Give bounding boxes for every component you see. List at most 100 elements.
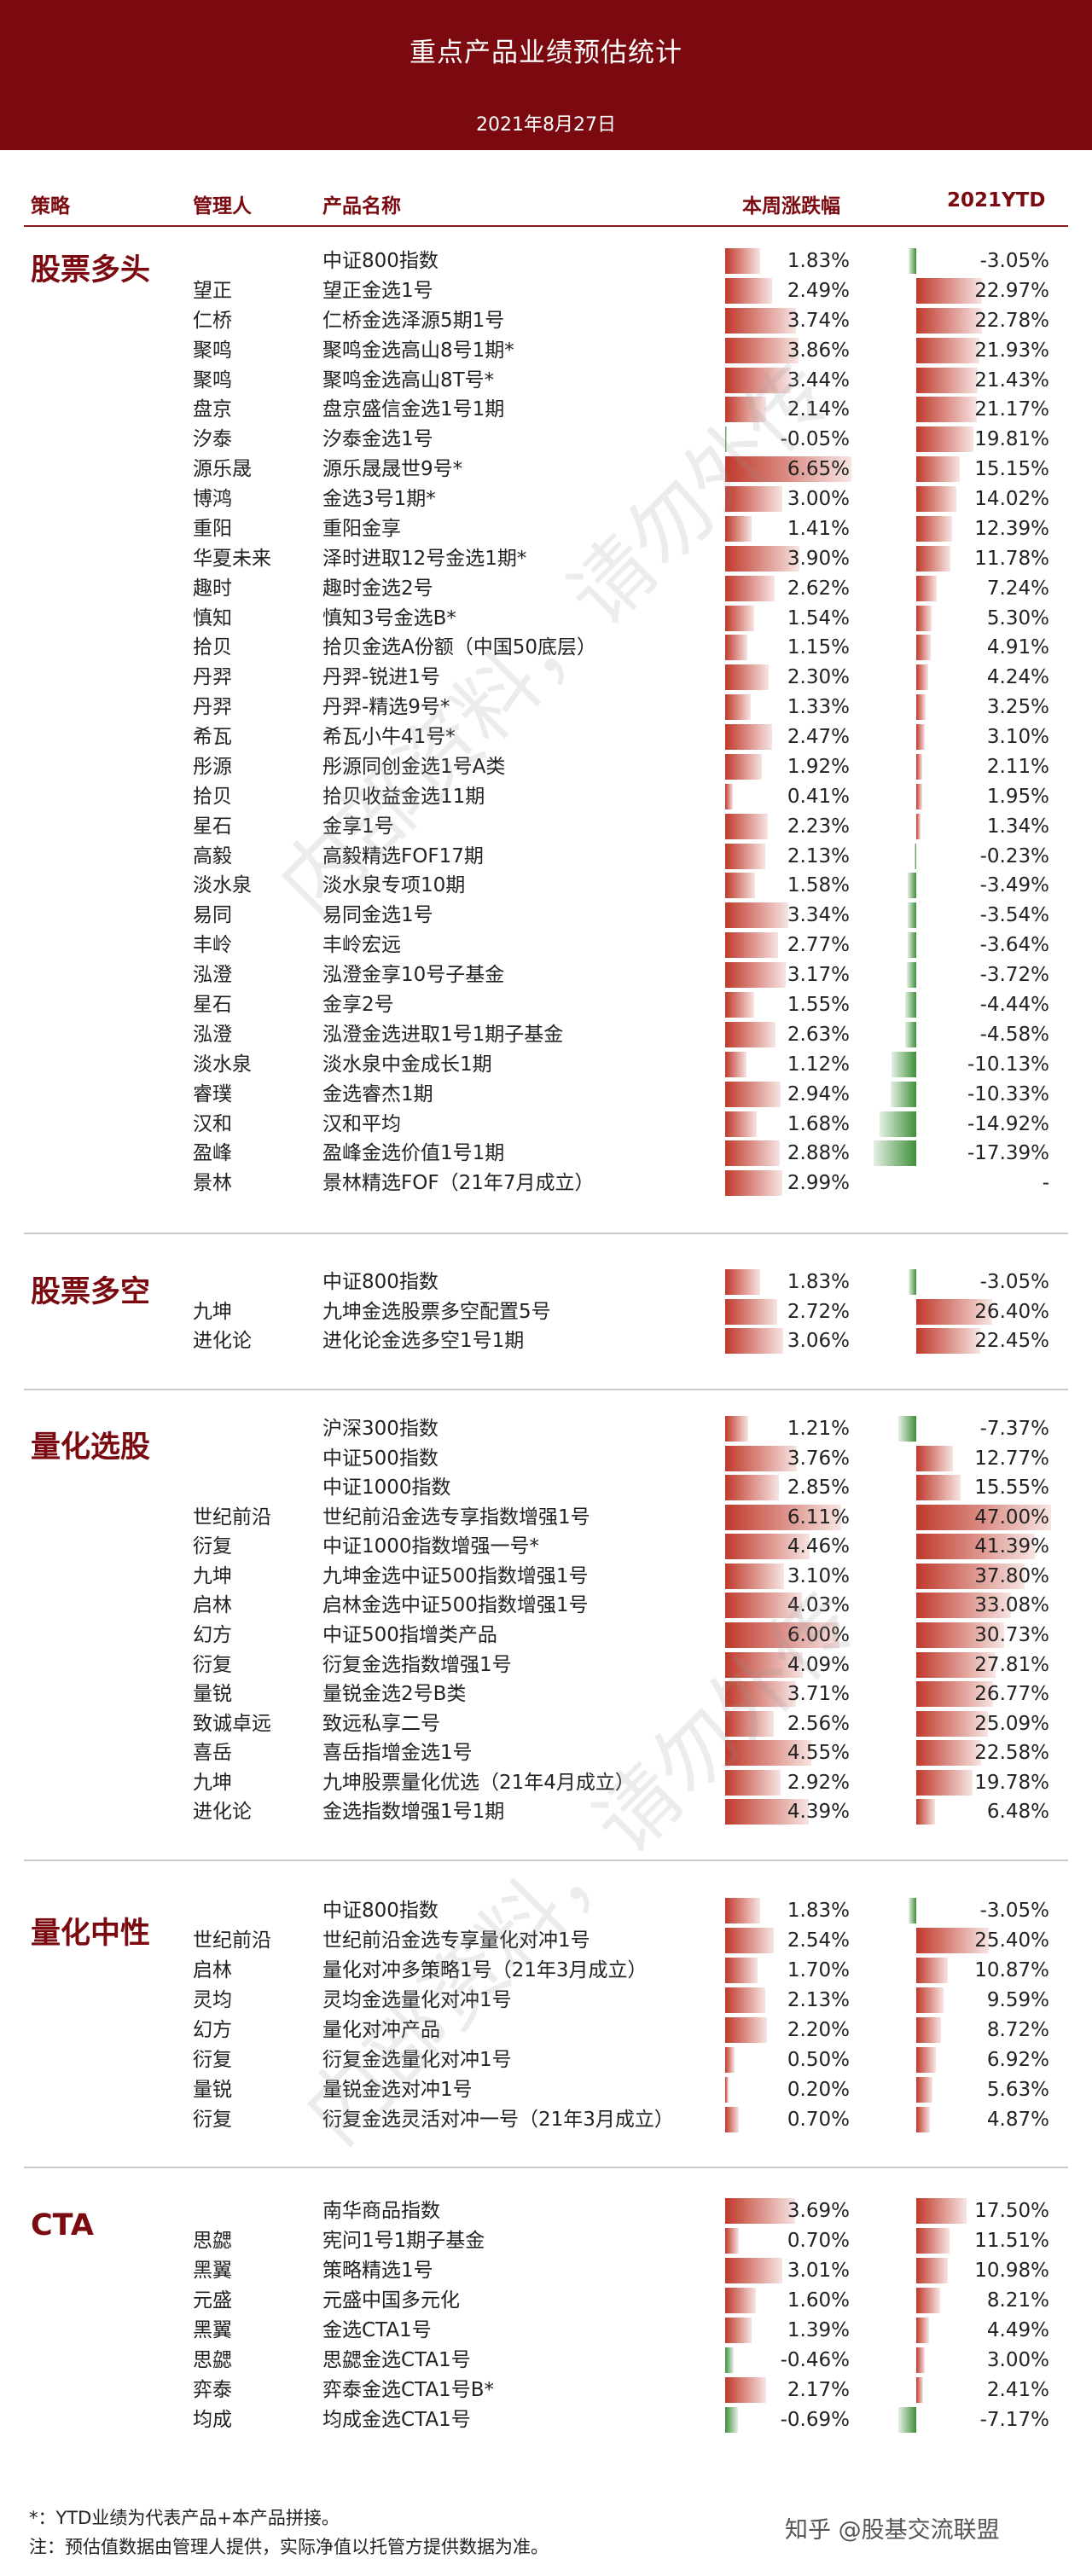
ytd-return-value: 12.77% bbox=[974, 1448, 1049, 1470]
header-rule bbox=[24, 225, 1068, 227]
ytd-return-value: -4.44% bbox=[979, 994, 1049, 1016]
weekly-return-cell: 2.77% bbox=[725, 931, 851, 960]
product-name-cell: 宪问1号1期子基金 bbox=[322, 2230, 485, 2252]
table-row: 衍复 衍复金选指数增强1号 4.09% 27.81% bbox=[0, 1651, 1092, 1680]
ytd-return-cell: 4.91% bbox=[902, 633, 1051, 662]
ytd-return-value: 8.21% bbox=[986, 2289, 1049, 2312]
weekly-return-bar bbox=[725, 1593, 802, 1618]
table-row: 丹羿 丹羿-精选9号* 1.33% 3.25% bbox=[0, 693, 1092, 722]
ytd-return-bar bbox=[916, 576, 937, 601]
ytd-return-value: 3.25% bbox=[986, 696, 1049, 718]
product-name-cell: 思勰金选CTA1号 bbox=[322, 2349, 471, 2371]
ytd-return-value: 26.77% bbox=[974, 1683, 1049, 1705]
weekly-return-cell: 1.41% bbox=[725, 514, 851, 543]
weekly-return-value: 2.62% bbox=[787, 577, 850, 600]
weekly-return-value: 1.68% bbox=[787, 1113, 850, 1135]
ytd-return-bar bbox=[916, 1652, 996, 1678]
manager-cell: 泓澄 bbox=[193, 1024, 232, 1046]
ytd-return-value: 4.87% bbox=[986, 2109, 1049, 2131]
product-name-cell: 拾贝金选A份额（中国50底层） bbox=[322, 636, 597, 659]
ytd-return-cell: 4.87% bbox=[902, 2105, 1051, 2134]
weekly-return-bar bbox=[725, 932, 778, 958]
table-row: 泓澄 泓澄金享10号子基金 3.17% -3.72% bbox=[0, 960, 1092, 989]
weekly-return-cell: 4.03% bbox=[725, 1591, 851, 1620]
weekly-return-bar bbox=[725, 1681, 796, 1707]
ytd-return-value: 2.11% bbox=[986, 756, 1049, 778]
ytd-return-bar bbox=[916, 1622, 1004, 1648]
manager-cell: 致诚卓远 bbox=[193, 1713, 271, 1735]
ytd-return-cell: 30.73% bbox=[902, 1621, 1051, 1650]
ytd-return-bar bbox=[916, 1299, 992, 1325]
table-row: 弈泰 弈泰金选CTA1号B* 2.17% 2.41% bbox=[0, 2376, 1092, 2405]
ytd-return-value: 3.10% bbox=[986, 726, 1049, 748]
table-row: 沪深300指数 1.21% -7.37% bbox=[0, 1414, 1092, 1443]
source-credit: 知乎 @股基交流联盟 bbox=[785, 2517, 1000, 2544]
product-name-cell: 世纪前沿金选专享指数增强1号 bbox=[322, 1506, 590, 1529]
weekly-return-value: 3.69% bbox=[787, 2200, 850, 2222]
manager-cell: 泓澄 bbox=[193, 964, 232, 986]
weekly-return-bar bbox=[725, 1928, 774, 1953]
ytd-return-cell: 2.41% bbox=[902, 2376, 1051, 2405]
product-name-cell: 均成金选CTA1号 bbox=[322, 2409, 471, 2431]
ytd-return-bar bbox=[916, 278, 982, 304]
ytd-return-value: 33.08% bbox=[974, 1594, 1049, 1616]
weekly-return-bar bbox=[725, 992, 754, 1018]
table-row: 黑翼 策略精选1号 3.01% 10.98% bbox=[0, 2256, 1092, 2285]
ytd-return-bar bbox=[916, 1928, 989, 1953]
weekly-return-bar bbox=[725, 814, 768, 839]
product-name-cell: 源乐晟晟世9号* bbox=[322, 458, 463, 480]
ytd-return-cell: 1.34% bbox=[902, 812, 1051, 841]
ytd-return-bar bbox=[880, 1111, 916, 1137]
table-row: 中证800指数 1.83% -3.05% bbox=[0, 1268, 1092, 1297]
weekly-return-bar bbox=[725, 278, 772, 304]
weekly-return-cell: 2.72% bbox=[725, 1297, 851, 1326]
weekly-return-value: 3.34% bbox=[787, 904, 850, 926]
table-row: 九坤 九坤股票量化优选（21年4月成立） 2.92% 19.78% bbox=[0, 1768, 1092, 1797]
table-row: 星石 金享1号 2.23% 1.34% bbox=[0, 812, 1092, 841]
ytd-return-value: 5.63% bbox=[986, 2079, 1049, 2101]
weekly-return-bar bbox=[725, 516, 752, 542]
ytd-return-cell: 14.02% bbox=[902, 484, 1051, 513]
manager-cell: 拾贝 bbox=[193, 636, 232, 659]
weekly-return-bar bbox=[725, 576, 775, 601]
product-name-cell: 进化论金选多空1号1期 bbox=[322, 1330, 525, 1352]
ytd-return-value: -3.64% bbox=[979, 934, 1049, 956]
ytd-return-value: -10.33% bbox=[967, 1083, 1049, 1105]
weekly-return-value: 2.72% bbox=[787, 1301, 850, 1323]
weekly-return-value: 2.47% bbox=[787, 726, 850, 748]
ytd-return-cell: 10.87% bbox=[902, 1956, 1051, 1985]
product-name-cell: 高毅精选FOF17期 bbox=[322, 845, 484, 867]
manager-cell: 汐泰 bbox=[193, 428, 232, 450]
table-row: 中证800指数 1.83% -3.05% bbox=[0, 1896, 1092, 1925]
table-row: 量锐 量锐金选对冲1号 0.20% 5.63% bbox=[0, 2075, 1092, 2104]
table-row: 华夏未来 泽时进取12号金选1期* 3.90% 11.78% bbox=[0, 544, 1092, 573]
product-name-cell: 元盛中国多元化 bbox=[322, 2289, 460, 2312]
ytd-return-bar bbox=[874, 1140, 916, 1166]
manager-cell: 衍复 bbox=[193, 1654, 232, 1676]
manager-cell: 彤源 bbox=[193, 756, 232, 778]
ytd-return-cell: 15.55% bbox=[902, 1473, 1051, 1502]
weekly-return-cell: 1.83% bbox=[725, 1268, 851, 1297]
manager-cell: 丰岭 bbox=[193, 934, 232, 956]
weekly-return-value: 2.85% bbox=[787, 1477, 850, 1499]
weekly-return-cell: 1.21% bbox=[725, 1414, 851, 1443]
table-row: 源乐晟 源乐晟晟世9号* 6.65% 15.15% bbox=[0, 455, 1092, 484]
ytd-return-cell: 27.81% bbox=[902, 1651, 1051, 1680]
ytd-return-bar bbox=[909, 248, 916, 274]
weekly-return-bar bbox=[725, 606, 754, 631]
weekly-return-cell: 2.20% bbox=[725, 2016, 851, 2045]
manager-cell: 衍复 bbox=[193, 2109, 232, 2131]
ytd-return-value: -7.17% bbox=[979, 2409, 1049, 2431]
weekly-return-value: 1.60% bbox=[787, 2289, 850, 2312]
weekly-return-value: 4.09% bbox=[787, 1654, 850, 1676]
table-row: 丹羿 丹羿-锐进1号 2.30% 4.24% bbox=[0, 663, 1092, 692]
weekly-return-cell: 1.15% bbox=[725, 633, 851, 662]
table-row: 盘京 盘京盛信金选1号1期 2.14% 21.17% bbox=[0, 395, 1092, 424]
ytd-return-cell: 12.39% bbox=[902, 514, 1051, 543]
ytd-return-value: 3.00% bbox=[986, 2349, 1049, 2371]
ytd-return-bar bbox=[916, 724, 925, 750]
product-name-cell: 景林精选FOF（21年7月成立） bbox=[322, 1172, 595, 1194]
table-row: 易同 易同金选1号 3.34% -3.54% bbox=[0, 901, 1092, 930]
weekly-return-cell: 6.11% bbox=[725, 1503, 851, 1532]
weekly-return-bar bbox=[725, 338, 799, 363]
